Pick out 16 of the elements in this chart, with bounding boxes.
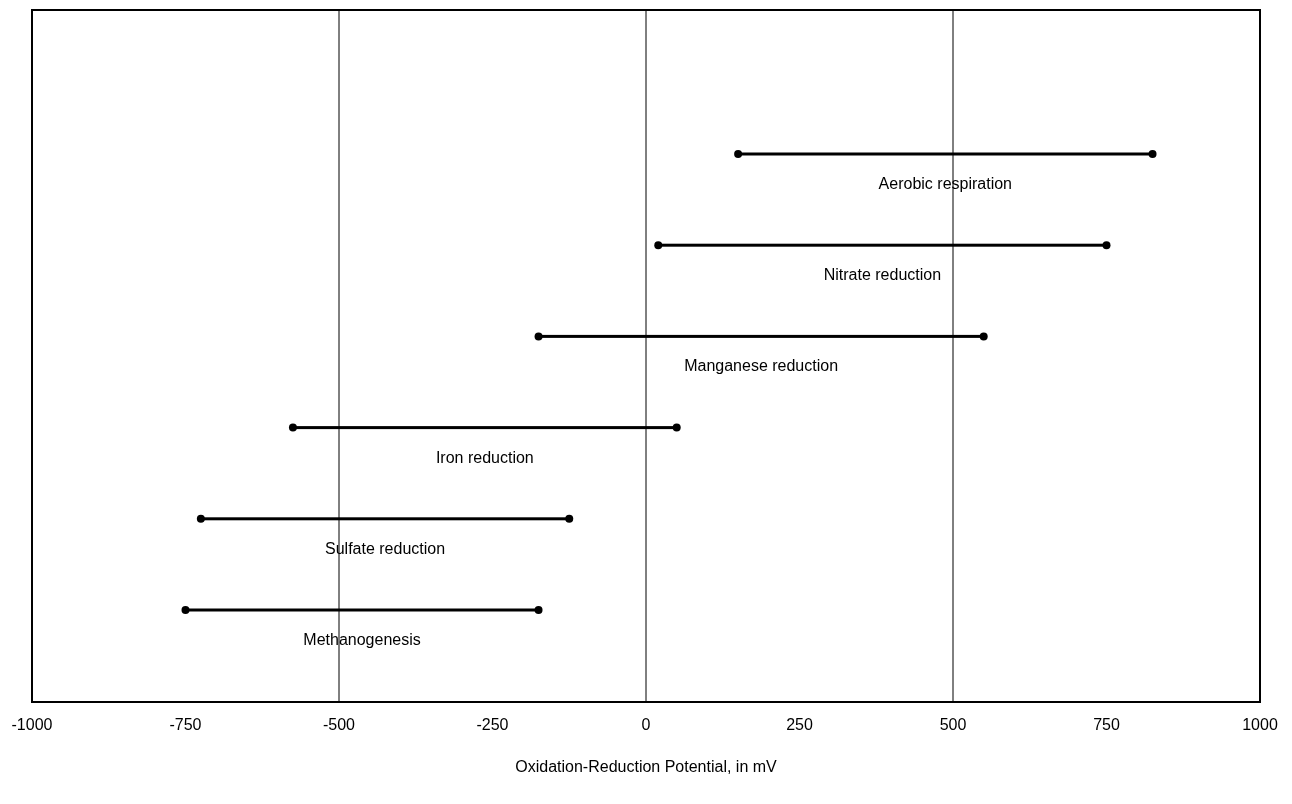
y-tick-label: Manganese reduction [684,357,839,375]
x-tick-label: 500 [939,716,967,733]
x-tick-label: -250 [476,716,509,733]
y-tick-label: Methanogenesis [303,631,421,648]
x-tick-label: 250 [786,716,813,733]
x-tick-label: -750 [169,716,202,733]
y-tick-label: Iron reduction [435,448,534,466]
y-tick-label: Nitrate reduction [823,266,942,284]
y-tick-label: Sulfate reduction [325,539,446,557]
x-tick-label: -500 [322,716,356,733]
x-tick-label: 1000 [1242,716,1278,733]
x-axis-title: Oxidation-Reduction Potential, in mV [515,758,778,775]
x-tick-label: 0 [641,716,651,733]
x-tick-label: -1000 [11,716,53,733]
y-tick-label: Aerobic respiration [878,175,1013,192]
x-tick-label: 750 [1093,716,1120,733]
